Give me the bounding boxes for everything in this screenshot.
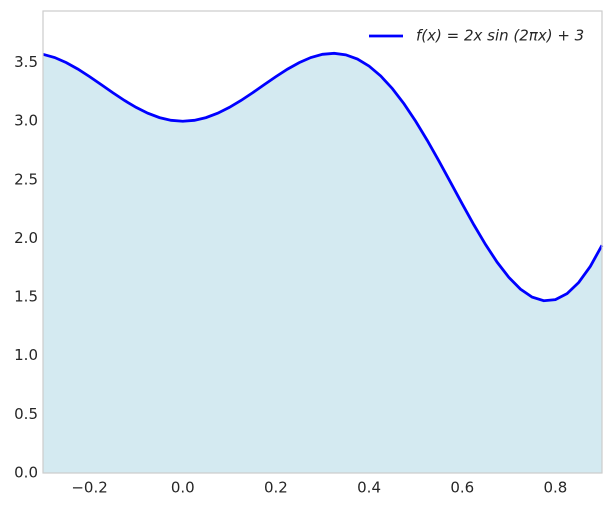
y-tick-label: 2.0	[14, 229, 38, 247]
y-tick-label: 1.0	[14, 346, 38, 364]
x-tick-label: 0.4	[357, 479, 381, 497]
line	[42, 51, 604, 303]
plot-frame	[42, 10, 603, 474]
y-tick-label: 3.5	[14, 53, 38, 71]
x-tick-label: −0.2	[71, 479, 107, 497]
y-tick-label: 0.5	[14, 405, 38, 423]
x-tick-label: 0.2	[264, 479, 288, 497]
x-tick-label: 0.6	[450, 479, 474, 497]
y-tick-label: 3.0	[14, 112, 38, 130]
x-tick-label: 0.0	[171, 479, 195, 497]
legend-label: f(x) = 2x sin (2πx) + 3	[416, 27, 584, 45]
y-tick-label: 0.0	[14, 464, 38, 482]
y-tick-label: 2.5	[14, 170, 38, 188]
area	[43, 53, 602, 473]
y-tick-label: 1.5	[14, 288, 38, 306]
x-tick-label: 0.8	[543, 479, 567, 497]
